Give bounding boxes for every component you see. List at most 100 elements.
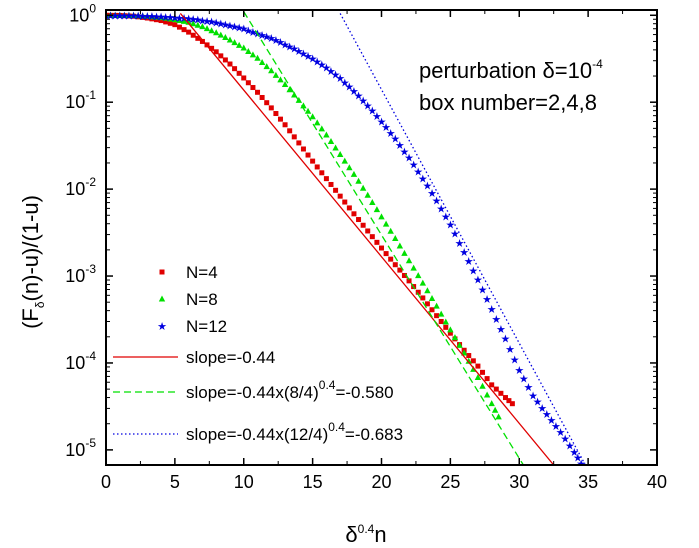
data-point [437, 310, 445, 317]
data-point: ★ [560, 434, 570, 446]
data-point [336, 151, 344, 158]
data-point: ★ [422, 181, 432, 193]
data-point: ★ [239, 24, 249, 36]
legend-label: N=4 [186, 263, 218, 282]
data-point [374, 239, 380, 245]
data-point [282, 122, 288, 128]
data-point: ★ [220, 19, 230, 31]
data-point: ★ [193, 15, 203, 27]
data-point [144, 12, 151, 19]
data-point: ★ [409, 160, 419, 172]
data-point: ★ [354, 91, 364, 103]
data-point [305, 152, 311, 158]
data-point [333, 187, 339, 193]
data-point [484, 376, 490, 382]
x-tick-label: 5 [170, 472, 180, 492]
legend-item-5: slope=-0.44x(8/4)0.4=-0.580 [113, 378, 394, 402]
data-point: ★ [576, 458, 586, 470]
data-point [304, 107, 312, 114]
data-point [456, 341, 463, 348]
data-point: ★ [266, 33, 276, 45]
data-point [509, 401, 515, 407]
data-point [121, 11, 128, 18]
data-point [163, 19, 169, 25]
data-point [405, 257, 413, 264]
data-point: ★ [303, 51, 313, 63]
data-point: ★ [386, 128, 396, 140]
data-point: ★ [381, 122, 391, 134]
data-point [369, 198, 376, 205]
data-point [186, 29, 192, 35]
data-point: ★ [197, 15, 207, 27]
data-point: ★ [349, 86, 359, 98]
data-point: ★ [170, 12, 180, 24]
legend-marker: ★ [157, 321, 167, 333]
data-point [388, 256, 394, 262]
data-point [116, 11, 123, 18]
data-point: ★ [400, 146, 410, 158]
data-point: ★ [207, 17, 217, 29]
data-point [447, 326, 454, 333]
data-point [162, 14, 169, 21]
data-point: ★ [445, 220, 455, 232]
data-point [442, 318, 449, 325]
data-point: ★ [478, 284, 488, 296]
data-point [203, 25, 211, 32]
axis-ticks: 0 5 10 15 20 25 30 35 40 100 10-1 10-2 10-3 10-4 10-5 [65, 1, 667, 492]
data-point [428, 294, 436, 301]
data-point [157, 14, 165, 21]
data-point [502, 395, 508, 401]
data-point: ★ [294, 46, 304, 58]
data-point [406, 278, 412, 284]
data-point [277, 76, 284, 83]
fit-line [179, 13, 555, 465]
data-point: ★ [344, 82, 354, 94]
data-point: ★ [175, 13, 185, 25]
data-point [296, 140, 302, 146]
data-point [466, 353, 472, 359]
data-point: ★ [404, 153, 414, 165]
data-point: ★ [335, 73, 345, 85]
data-point: ★ [528, 391, 538, 403]
data-point [392, 262, 398, 268]
data-point [346, 205, 352, 211]
data-point: ★ [312, 56, 322, 68]
data-point [360, 222, 366, 228]
data-point [342, 199, 348, 205]
x-tick-label: 10 [234, 472, 254, 492]
data-point [310, 158, 316, 164]
data-point: ★ [519, 374, 529, 386]
data-point: ★ [441, 212, 451, 224]
data-point [465, 357, 472, 364]
data-point: ★ [537, 403, 547, 415]
data-point: ★ [358, 96, 368, 108]
data-point: ★ [321, 63, 331, 75]
data-point [359, 184, 367, 191]
data-point [235, 41, 243, 48]
data-point [222, 34, 229, 41]
x-tick-label: 20 [371, 472, 391, 492]
y-tick-label: 10-2 [65, 175, 96, 199]
data-point: ★ [569, 447, 579, 459]
data-point [309, 113, 316, 120]
data-point: ★ [317, 60, 327, 72]
data-point [479, 382, 486, 389]
data-point: ★ [551, 421, 561, 433]
data-point: ★ [367, 106, 377, 118]
data-point: ★ [450, 229, 460, 241]
legend-marker [158, 295, 166, 302]
data-point: ★ [496, 324, 506, 336]
data-point [218, 53, 224, 59]
x-tick-label: 0 [101, 472, 111, 492]
data-point [273, 111, 279, 117]
data-point [387, 227, 394, 234]
data-point: ★ [179, 13, 189, 25]
data-point [263, 63, 270, 70]
data-point [323, 176, 329, 182]
data-point [272, 71, 280, 78]
data-point: ★ [340, 77, 350, 89]
data-point [172, 22, 178, 28]
data-point: ★ [184, 13, 194, 25]
data-point [227, 61, 233, 67]
data-point [489, 382, 495, 388]
